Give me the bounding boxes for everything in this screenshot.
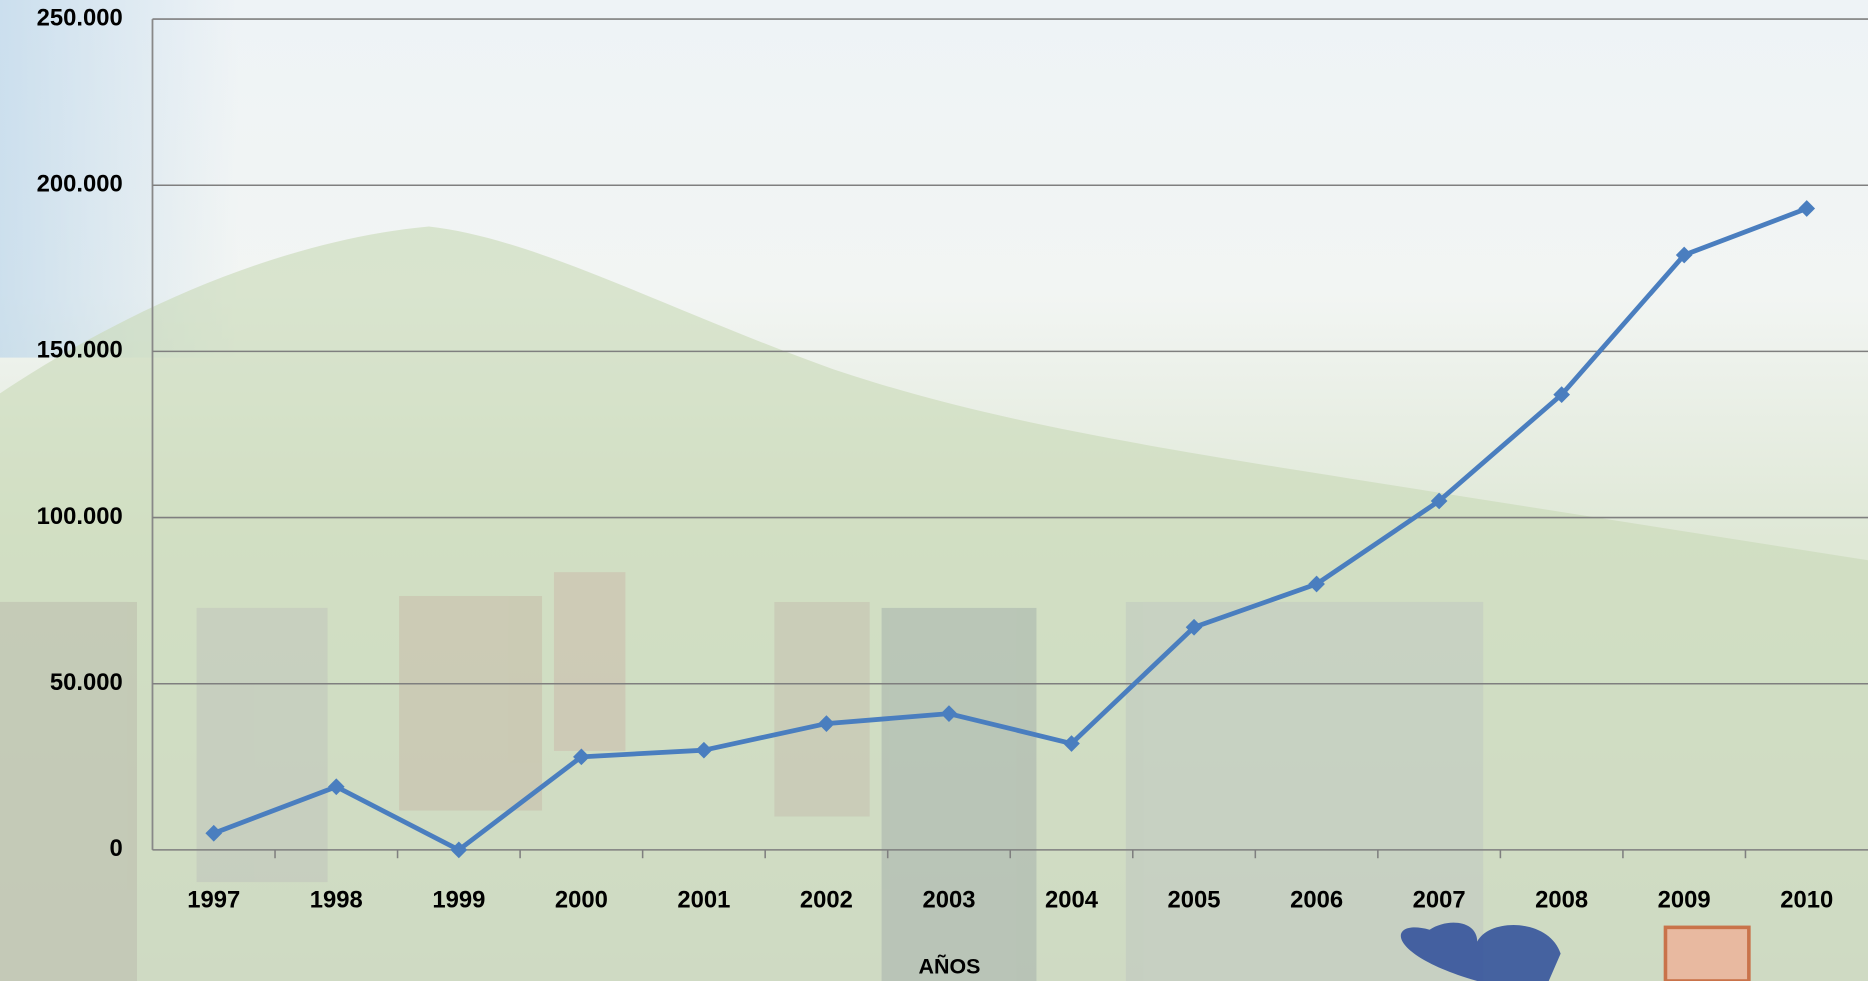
y-tick-label: 200.000 [37,171,123,198]
y-tick-label: 0 [109,835,122,862]
marker [818,715,835,732]
marker [450,841,468,859]
x-tick-label: 2003 [922,886,975,913]
x-tick-label: 2010 [1780,886,1833,913]
x-axis-title: AÑOS [919,954,981,979]
buildings [0,572,1484,981]
x-tick-label: 2005 [1168,886,1221,913]
y-tick-label: 250.000 [37,4,123,31]
marker [327,778,345,796]
y-tick-label: 100.000 [37,503,123,530]
marker [573,748,590,766]
marker [695,741,713,759]
y-tick-label: 150.000 [37,337,123,364]
y-tick-label: 50.000 [50,669,123,696]
x-tick-label: 1999 [432,886,485,913]
x-tick-label: 2004 [1045,886,1099,913]
marker [1553,386,1570,403]
marker [1430,492,1448,510]
marker [940,705,958,722]
x-tick-label: 2006 [1290,886,1343,913]
marker [1308,575,1325,593]
line [212,206,1808,853]
x-tick-label: 2009 [1658,886,1711,913]
x-tick-label: 2001 [677,886,730,913]
x-tick-label: 2002 [800,886,853,913]
hill [0,226,1868,981]
x-tick-label: 1997 [187,886,240,913]
x-tick-label: 2007 [1413,886,1466,913]
x-tick-label: 2008 [1535,886,1588,913]
logos [1400,922,1751,981]
marker [1675,246,1693,264]
marker [205,824,223,842]
marker [1063,735,1080,752]
x-tick-label: 2000 [555,886,608,913]
x-tick-label: 1998 [310,886,363,913]
marker [1798,200,1816,217]
